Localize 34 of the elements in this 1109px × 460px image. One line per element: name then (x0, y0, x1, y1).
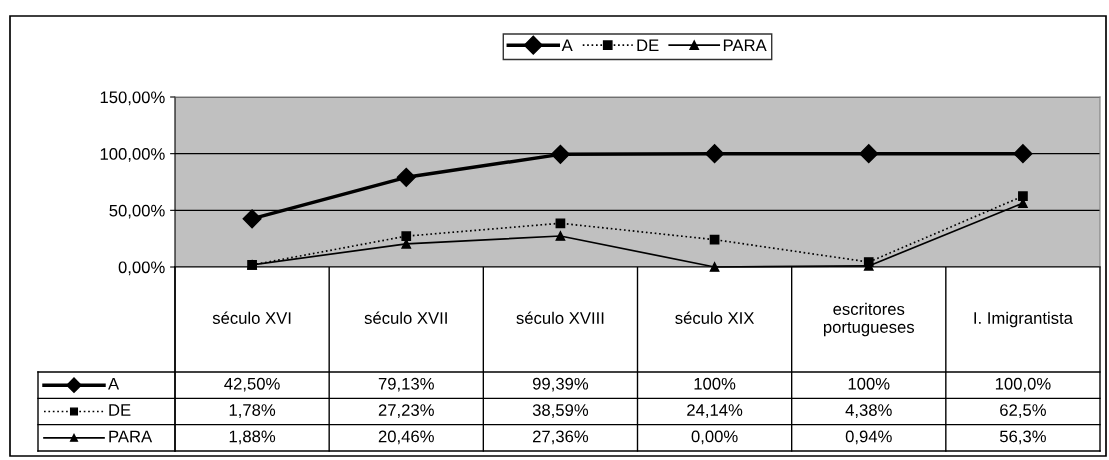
data-label: 56,3% (999, 430, 1046, 445)
data-label: 62,5% (1000, 404, 1046, 418)
x-tick-label: século XIX (675, 311, 755, 324)
y-tick-label: 0,00% (118, 261, 165, 276)
legend-label: PARA (723, 39, 767, 52)
x-tick-label: escritores portugueses (823, 302, 915, 337)
y-tick-label: 50,00% (109, 204, 165, 219)
data-label: 100% (694, 377, 736, 390)
data-label: 100,0% (995, 377, 1051, 392)
data-label: 27,23% (378, 404, 434, 418)
legend-label: A (561, 39, 573, 52)
data-label: 42,50% (224, 377, 280, 392)
x-tick-label: século XVIII (516, 311, 604, 324)
data-label: 0,94% (845, 430, 892, 445)
data-label: 24,14% (687, 404, 743, 418)
x-tick-label: I. Imigrantista (974, 311, 1073, 328)
data-label: 100% (848, 377, 890, 390)
text: PARA (109, 430, 153, 443)
data-label: 27,36% (532, 430, 589, 445)
y-tick-label: 150,00% (100, 91, 165, 106)
data-label: 1,88% (229, 430, 276, 445)
data-label: 99,39% (532, 377, 589, 392)
data-label: 38,59% (532, 404, 589, 418)
data-label: 20,46% (378, 430, 434, 445)
x-tick-label: século XVII (364, 311, 447, 324)
y-tick-label: 100,00% (100, 148, 165, 162)
text: A (108, 378, 120, 390)
data-label: 4,38% (845, 404, 892, 418)
data-label: 1,78% (229, 404, 276, 418)
legend-label: DE (637, 39, 659, 52)
data-label: 0,00% (691, 430, 738, 445)
data-label: 79,13% (378, 377, 434, 392)
x-tick-label: século XVI (212, 311, 291, 324)
text: DE (109, 404, 131, 416)
